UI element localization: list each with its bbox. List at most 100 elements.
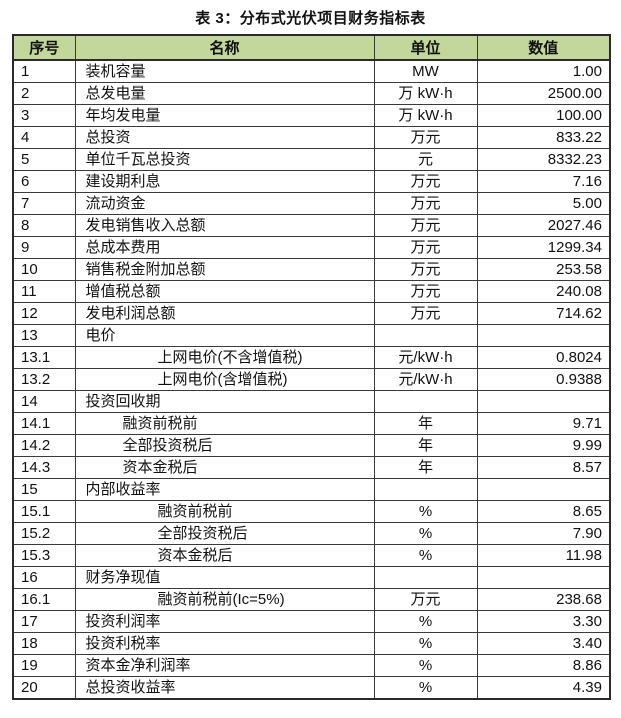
cell-no: 7 [12, 192, 76, 215]
cell-unit: % [373, 654, 478, 677]
table-row: 6 建设期利息 万元 7.16 [12, 170, 611, 193]
cell-name: 总成本费用 [74, 236, 375, 259]
cell-value: 2027.46 [476, 214, 611, 237]
cell-no: 13 [12, 324, 76, 347]
cell-unit: % [373, 676, 478, 700]
table-row: 7 流动资金 万元 5.00 [12, 192, 611, 215]
table-row: 14.1 融资前税前年 9.71 [12, 412, 611, 435]
cell-value: 100.00 [476, 104, 611, 127]
cell-no: 14.2 [12, 434, 76, 457]
cell-no: 20 [12, 676, 76, 700]
cell-value: 3.40 [476, 632, 611, 655]
cell-name: 发电利润总额 [74, 302, 375, 325]
cell-unit: 年 [373, 456, 478, 479]
cell-name: 资本金税后 [74, 456, 375, 479]
table-row: 15.2 全部投资税后% 7.90 [12, 522, 611, 545]
table-row: 15.1 融资前税前% 8.65 [12, 500, 611, 523]
cell-no: 1 [12, 59, 76, 83]
cell-no: 6 [12, 170, 76, 193]
cell-unit: % [373, 522, 478, 545]
cell-no: 14 [12, 390, 76, 413]
cell-no: 3 [12, 104, 76, 127]
header-unit: 单位 [373, 34, 478, 61]
table-row: 14 投资回收期 [12, 390, 611, 413]
cell-unit: 元 [373, 148, 478, 171]
cell-no: 15 [12, 478, 76, 501]
cell-no: 4 [12, 126, 76, 149]
cell-value: 240.08 [476, 280, 611, 303]
cell-name: 总发电量 [74, 82, 375, 105]
table-row: 18 投资利税率% 3.40 [12, 632, 611, 655]
cell-unit [373, 478, 478, 501]
cell-name: 财务净现值 [74, 566, 375, 589]
cell-unit: 万元 [373, 236, 478, 259]
cell-name: 投资利润率 [74, 610, 375, 633]
cell-name: 融资前税前 [74, 412, 375, 435]
cell-value: 11.98 [476, 544, 611, 567]
cell-unit: 万元 [373, 214, 478, 237]
cell-name: 资本金税后 [74, 544, 375, 567]
cell-name: 装机容量 [74, 59, 375, 83]
cell-unit: 万元 [373, 170, 478, 193]
table-row: 14.2 全部投资税后年 9.99 [12, 434, 611, 457]
cell-name: 单位千瓦总投资 [74, 148, 375, 171]
cell-name: 内部收益率 [74, 478, 375, 501]
table-row: 11 增值税总额 万元 240.08 [12, 280, 611, 303]
table-row: 15 内部收益率 [12, 478, 611, 501]
cell-name: 全部投资税后 [74, 434, 375, 457]
cell-no: 12 [12, 302, 76, 325]
table-row: 14.3 资本金税后年 8.57 [12, 456, 611, 479]
table-row: 16 财务净现值 [12, 566, 611, 589]
cell-name: 投资回收期 [74, 390, 375, 413]
cell-no: 2 [12, 82, 76, 105]
cell-unit: % [373, 544, 478, 567]
cell-unit [373, 390, 478, 413]
cell-unit: 万 kW·h [373, 82, 478, 105]
cell-unit: 万元 [373, 280, 478, 303]
table-header-row: 序号 名称 单位 数值 [12, 34, 611, 61]
cell-value [476, 478, 611, 501]
cell-unit: % [373, 610, 478, 633]
cell-no: 16 [12, 566, 76, 589]
table-row: 13 电价 [12, 324, 611, 347]
cell-no: 14.3 [12, 456, 76, 479]
cell-no: 13.1 [12, 346, 76, 369]
cell-value: 8332.23 [476, 148, 611, 171]
table-row: 13.2 上网电价(含增值税) 元/kW·h 0.9388 [12, 368, 611, 391]
cell-name: 年均发电量 [74, 104, 375, 127]
cell-no: 8 [12, 214, 76, 237]
cell-name: 上网电价(含增值税) [74, 368, 375, 391]
cell-unit: 元/kW·h [373, 346, 478, 369]
cell-no: 18 [12, 632, 76, 655]
table-row: 16.1 融资前税前(Ic=5%) 万元 238.68 [12, 588, 611, 611]
cell-name: 销售税金附加总额 [74, 258, 375, 281]
cell-value: 5.00 [476, 192, 611, 215]
cell-no: 5 [12, 148, 76, 171]
cell-unit [373, 324, 478, 347]
table-row: 20 总投资收益率% 4.39 [12, 676, 611, 700]
table-row: 9 总成本费用 万元 1299.34 [12, 236, 611, 259]
cell-name: 资本金净利润率 [74, 654, 375, 677]
cell-name: 总投资 [74, 126, 375, 149]
cell-no: 11 [12, 280, 76, 303]
cell-name: 增值税总额 [74, 280, 375, 303]
cell-no: 19 [12, 654, 76, 677]
cell-name: 流动资金 [74, 192, 375, 215]
table-row: 4 总投资 万元 833.22 [12, 126, 611, 149]
cell-value: 8.86 [476, 654, 611, 677]
cell-value: 0.9388 [476, 368, 611, 391]
table-row: 5 单位千瓦总投资元 8332.23 [12, 148, 611, 171]
cell-value: 253.58 [476, 258, 611, 281]
cell-unit: 万元 [373, 302, 478, 325]
cell-unit: 年 [373, 434, 478, 457]
cell-value: 8.57 [476, 456, 611, 479]
cell-no: 15.2 [12, 522, 76, 545]
cell-unit: 年 [373, 412, 478, 435]
cell-value [476, 390, 611, 413]
financial-indicators-table: 序号 名称 单位 数值 1 装机容量 MW 1.00 2 总发电量万 kW·h 2500.0… [12, 34, 611, 700]
table-row: 17 投资利润率% 3.30 [12, 610, 611, 633]
cell-name: 发电销售收入总额 [74, 214, 375, 237]
cell-value: 9.99 [476, 434, 611, 457]
cell-name: 总投资收益率 [74, 676, 375, 700]
cell-name: 融资前税前 [74, 500, 375, 523]
